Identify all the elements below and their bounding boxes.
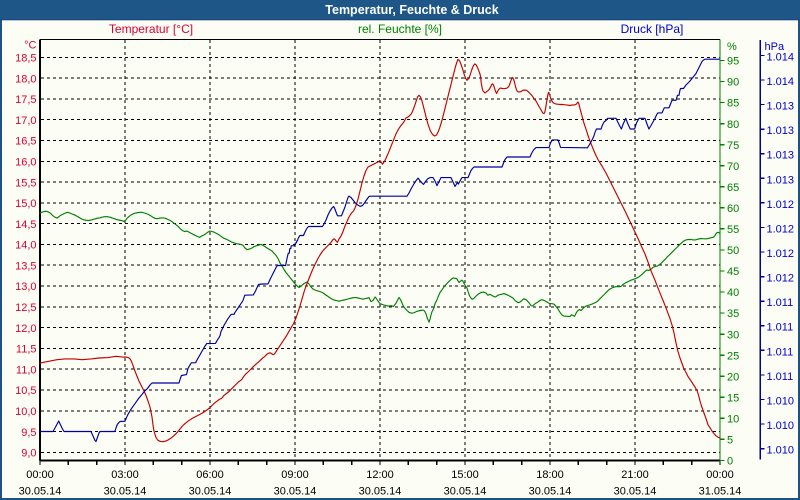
- svg-text:13,0: 13,0: [15, 281, 36, 293]
- svg-text:40: 40: [727, 287, 739, 299]
- svg-text:16,0: 16,0: [15, 157, 36, 169]
- svg-text:60: 60: [727, 203, 739, 215]
- svg-text:1.011: 1.011: [767, 371, 794, 383]
- svg-text:12,0: 12,0: [15, 323, 36, 335]
- svg-text:75: 75: [727, 140, 739, 152]
- svg-text:15,5: 15,5: [15, 177, 36, 189]
- svg-text:15:00: 15:00: [451, 469, 479, 481]
- svg-text:80: 80: [727, 119, 739, 131]
- svg-text:Temperatur [°C]: Temperatur [°C]: [109, 22, 193, 36]
- svg-text:17,5: 17,5: [15, 94, 36, 106]
- svg-text:5: 5: [727, 435, 733, 447]
- svg-text:1.012: 1.012: [767, 248, 795, 260]
- svg-text:1.010: 1.010: [767, 420, 795, 432]
- svg-text:30.05.14: 30.05.14: [274, 486, 317, 498]
- svg-text:12,5: 12,5: [15, 302, 36, 314]
- svg-text:35: 35: [727, 308, 739, 320]
- svg-text:17,0: 17,0: [15, 115, 36, 127]
- svg-text:30.05.14: 30.05.14: [104, 486, 147, 498]
- svg-text:95: 95: [727, 56, 739, 68]
- svg-text:30.05.14: 30.05.14: [614, 486, 657, 498]
- svg-text:°C: °C: [24, 40, 36, 52]
- svg-text:1.013: 1.013: [767, 150, 795, 162]
- svg-text:09:00: 09:00: [281, 469, 309, 481]
- svg-text:30.05.14: 30.05.14: [19, 486, 62, 498]
- svg-text:10,0: 10,0: [15, 406, 36, 418]
- svg-text:13,5: 13,5: [15, 260, 36, 272]
- svg-text:45: 45: [727, 266, 739, 278]
- svg-text:15: 15: [727, 392, 739, 404]
- svg-text:03:00: 03:00: [111, 469, 139, 481]
- svg-text:9,5: 9,5: [21, 427, 36, 439]
- svg-text:00:00: 00:00: [26, 469, 54, 481]
- svg-text:1.010: 1.010: [767, 445, 795, 457]
- svg-text:1.014: 1.014: [767, 76, 795, 88]
- svg-text:30.05.14: 30.05.14: [359, 486, 402, 498]
- svg-text:70: 70: [727, 161, 739, 173]
- svg-text:00:00: 00:00: [706, 469, 734, 481]
- svg-text:20: 20: [727, 371, 739, 383]
- svg-text:65: 65: [727, 182, 739, 194]
- svg-text:hPa: hPa: [765, 41, 785, 53]
- svg-text:1.011: 1.011: [767, 346, 794, 358]
- svg-text:rel. Feuchte [%]: rel. Feuchte [%]: [358, 22, 442, 36]
- svg-text:18,0: 18,0: [15, 73, 36, 85]
- svg-text:18,5: 18,5: [15, 53, 36, 65]
- svg-text:11,5: 11,5: [16, 344, 37, 356]
- svg-text:1.011: 1.011: [767, 297, 794, 309]
- svg-text:1.013: 1.013: [767, 125, 795, 137]
- svg-text:Temperatur, Feuchte & Druck: Temperatur, Feuchte & Druck: [325, 3, 498, 17]
- svg-text:10: 10: [727, 414, 739, 426]
- svg-text:55: 55: [727, 224, 739, 236]
- svg-text:1.012: 1.012: [767, 223, 795, 235]
- svg-text:12:00: 12:00: [366, 469, 394, 481]
- svg-text:30.05.14: 30.05.14: [529, 486, 572, 498]
- svg-text:30: 30: [727, 329, 739, 341]
- svg-text:1.014: 1.014: [767, 51, 795, 63]
- svg-text:25: 25: [727, 350, 739, 362]
- svg-text:1.013: 1.013: [767, 101, 795, 113]
- svg-text:1.010: 1.010: [767, 395, 795, 407]
- svg-text:10,5: 10,5: [15, 385, 36, 397]
- svg-text:31.05.14: 31.05.14: [699, 486, 742, 498]
- svg-text:1.012: 1.012: [767, 199, 795, 211]
- svg-text:14,5: 14,5: [15, 219, 36, 231]
- svg-text:9,0: 9,0: [21, 448, 36, 460]
- svg-text:1.012: 1.012: [767, 273, 795, 285]
- svg-text:85: 85: [727, 98, 739, 110]
- svg-text:18:00: 18:00: [536, 469, 564, 481]
- svg-text:90: 90: [727, 77, 739, 89]
- svg-text:1.013: 1.013: [767, 174, 795, 186]
- svg-text:%: %: [727, 41, 737, 53]
- svg-text:06:00: 06:00: [196, 469, 224, 481]
- svg-text:Druck [hPa]: Druck [hPa]: [621, 22, 684, 36]
- svg-text:50: 50: [727, 245, 739, 257]
- svg-text:30.05.14: 30.05.14: [189, 486, 232, 498]
- svg-text:11,0: 11,0: [16, 364, 37, 376]
- svg-text:15,0: 15,0: [15, 198, 36, 210]
- svg-text:16,5: 16,5: [15, 136, 36, 148]
- svg-text:30.05.14: 30.05.14: [444, 486, 487, 498]
- svg-text:14,0: 14,0: [15, 240, 36, 252]
- svg-text:1.011: 1.011: [767, 322, 794, 334]
- svg-text:21:00: 21:00: [621, 469, 649, 481]
- svg-text:0: 0: [727, 456, 733, 468]
